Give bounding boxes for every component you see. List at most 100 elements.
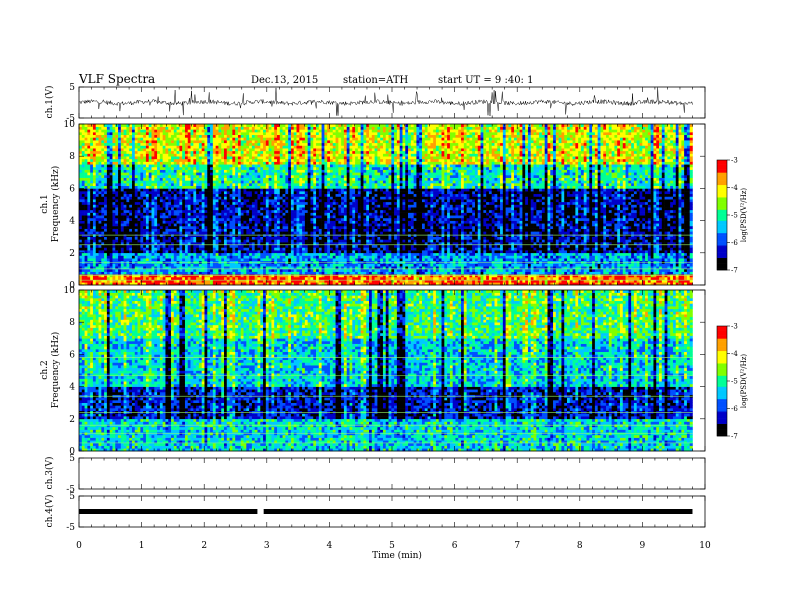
ch1-spec-cell — [121, 250, 124, 253]
ch1-spec-cell — [547, 258, 550, 261]
ch1-spec-cell — [294, 255, 297, 258]
ch1-spec-cell — [112, 274, 115, 277]
ch1-spec-cell — [614, 258, 617, 261]
ch1-spec-cell — [603, 250, 606, 253]
ch1-spec-cell — [118, 253, 121, 256]
ch1-spec-cell — [550, 258, 553, 261]
ch1-spec-cell — [489, 245, 492, 248]
ch1-spec-cell — [246, 239, 249, 242]
ch1-spec-cell — [475, 258, 478, 261]
ch1-spec-cell — [255, 258, 258, 261]
ch1-spec-cell — [269, 269, 272, 272]
ch1-spec-cell — [210, 258, 213, 261]
ch1-spec-cell — [556, 269, 559, 272]
ch1-spec-cell — [391, 255, 394, 258]
ch1-spec-cell — [609, 269, 612, 272]
ch1-spec-cell — [274, 250, 277, 253]
ch1-spec-cell — [436, 247, 439, 250]
ch1-spec-cell — [665, 258, 668, 261]
ch1-spec-cell — [283, 253, 286, 256]
ch1-spec-cell — [138, 258, 141, 261]
ch1-spec-cell — [497, 269, 500, 272]
ch1-spec-cell — [375, 250, 378, 253]
ch1-spec-cell — [129, 264, 132, 267]
ch1-spec-cell — [397, 264, 400, 267]
ch1-spec-cell — [112, 258, 115, 261]
ch1-spec-cell — [667, 258, 670, 261]
ch1-spec-cell — [79, 245, 82, 248]
ch1-spec-cell — [595, 253, 598, 256]
ch1-spec-cell — [79, 255, 82, 258]
ch1-spec-cell — [316, 250, 319, 253]
ch1-spec-cell — [143, 269, 146, 272]
ch1-spec-cell — [584, 245, 587, 248]
ch1-spec-cell — [461, 274, 464, 277]
ch1-spec-cell — [280, 245, 283, 248]
ch1-spec-cell — [188, 253, 191, 256]
ch1-spec-cell — [115, 245, 118, 248]
ch1-spec-cell — [232, 250, 235, 253]
ch1-spec-cell — [472, 264, 475, 267]
ch1-spec-cell — [266, 264, 269, 267]
ch1-spec-cell — [464, 245, 467, 248]
ch1-spec-cell — [196, 269, 199, 272]
ch1-spec-cell — [118, 277, 121, 280]
ch1-spec-cell — [506, 274, 509, 277]
ch1-spec-cell — [489, 264, 492, 267]
ch1-spec-cell — [204, 253, 207, 256]
ch1-spec-cell — [324, 272, 327, 275]
ch1-spec-cell — [634, 258, 637, 261]
ch1-spec-cell — [366, 247, 369, 250]
ch1-spec-cell — [667, 255, 670, 258]
ch1-spec-cell — [202, 247, 205, 250]
ch1-spec-cell — [263, 239, 266, 242]
ch1-spec-cell — [149, 264, 152, 267]
ch1-spec-cell — [414, 258, 417, 261]
ch1-spec-cell — [101, 247, 104, 250]
ch1-spec-cell — [174, 255, 177, 258]
ch1-spec-cell — [316, 255, 319, 258]
ch1-spec-cell — [305, 245, 308, 248]
ch1-spec-cell — [157, 274, 160, 277]
ch1-spec-cell — [330, 255, 333, 258]
ch1-spec-cell — [600, 277, 603, 280]
ch1-spec-cell — [369, 250, 372, 253]
ch1-spec-cell — [140, 255, 143, 258]
ch1-spec-cell — [277, 253, 280, 256]
ch1-spec-cell — [154, 269, 157, 272]
ch1-spec-cell — [461, 269, 464, 272]
ch1-spec-cell — [475, 272, 478, 275]
ch1-spec-cell — [188, 245, 191, 248]
ch1-spec-cell — [567, 247, 570, 250]
ch1-spec-cell — [285, 272, 288, 275]
ch1-spec-cell — [210, 245, 213, 248]
ch1-spec-cell — [124, 269, 127, 272]
ch1-spec-cell — [199, 258, 202, 261]
ch1-spec-cell — [494, 272, 497, 275]
ch1-spec-cell — [651, 255, 654, 258]
ch1-spec-cell — [310, 255, 313, 258]
ch1-spec-cell — [246, 255, 249, 258]
ch1-spec-cell — [210, 253, 213, 256]
ch1-spec-cell — [411, 247, 414, 250]
ch1-spec-cell — [257, 258, 260, 261]
ch1-spec-cell — [168, 258, 171, 261]
ch1-spec-cell — [570, 253, 573, 256]
ch1-spec-cell — [196, 258, 199, 261]
ch1-spec-cell — [266, 274, 269, 277]
ch1-spec-cell — [230, 245, 233, 248]
ch1-spec-cell — [291, 247, 294, 250]
ch1-spec-cell — [327, 269, 330, 272]
ch1-spec-cell — [269, 245, 272, 248]
ch1-spec-cell — [99, 253, 102, 256]
ch1-spec-cell — [171, 264, 174, 267]
ch1-spec-cell — [578, 274, 581, 277]
ch1-spec-cell — [651, 250, 654, 253]
ch1-spec-cell — [428, 277, 431, 280]
ch1-spec-cell — [338, 253, 341, 256]
ch1-spec-cell — [679, 245, 682, 248]
ch1-spec-cell — [288, 255, 291, 258]
ch1-spec-cell — [592, 245, 595, 248]
ch1-spec-cell — [419, 258, 422, 261]
ch1-spec-cell — [564, 264, 567, 267]
